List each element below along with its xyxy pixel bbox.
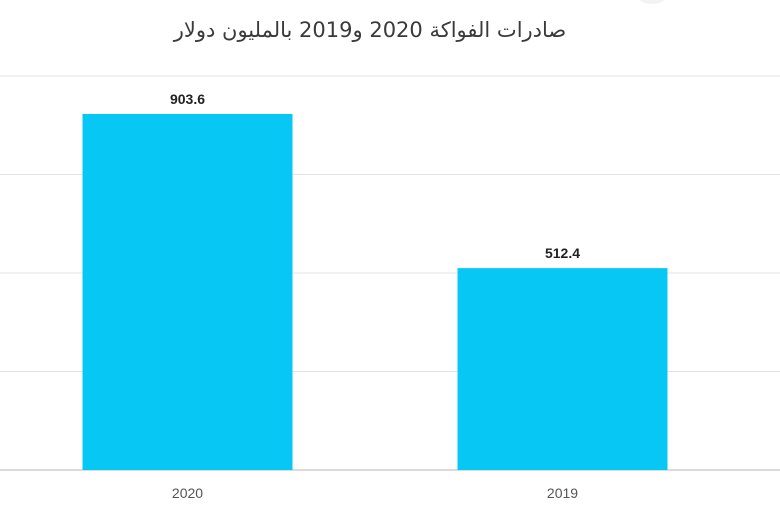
data-labels: 903.6 512.4 <box>170 91 580 261</box>
x-tick-label-2019: 2019 <box>547 485 578 501</box>
data-label-2020: 903.6 <box>170 91 205 107</box>
bar-2020 <box>82 113 293 470</box>
bar-2019 <box>457 268 668 470</box>
x-axis-ticks: 2020 2019 <box>172 485 578 501</box>
chart-title: صادرات الفواكة 2020 و2019 بالمليون دولار <box>173 18 567 42</box>
x-tick-label-2020: 2020 <box>172 485 203 501</box>
corner-decoration <box>632 0 672 4</box>
bars <box>82 113 668 470</box>
data-label-2019: 512.4 <box>545 245 580 261</box>
